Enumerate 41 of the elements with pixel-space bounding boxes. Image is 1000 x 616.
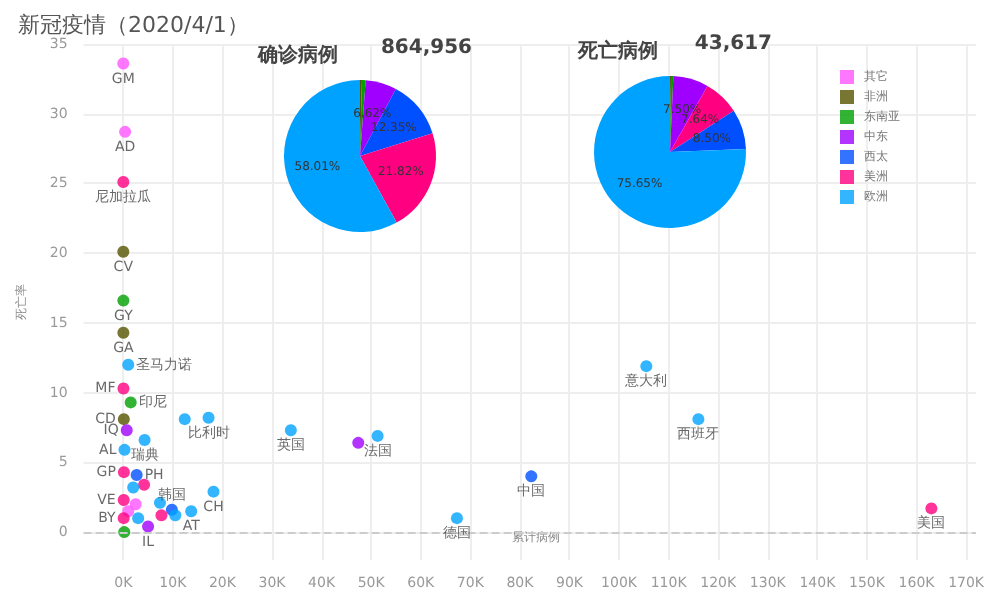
point xyxy=(925,502,938,515)
point xyxy=(117,57,130,70)
point xyxy=(118,443,131,456)
point xyxy=(127,481,140,494)
annotation: 43,617 xyxy=(694,33,773,55)
point xyxy=(124,396,137,409)
point xyxy=(117,245,130,258)
point xyxy=(117,413,130,426)
chart-title: 确诊病例 xyxy=(256,43,338,67)
point xyxy=(117,382,130,395)
point xyxy=(692,413,705,426)
point xyxy=(117,326,130,339)
point xyxy=(117,294,130,307)
point xyxy=(525,470,538,483)
point xyxy=(120,424,133,437)
point xyxy=(142,520,155,533)
chart-title: 新冠疫情（2020/4/1） xyxy=(18,12,249,38)
point xyxy=(138,478,151,491)
point xyxy=(117,466,130,479)
point xyxy=(138,434,151,447)
point xyxy=(117,176,130,189)
point xyxy=(169,509,182,522)
point xyxy=(130,468,143,481)
point xyxy=(284,424,297,437)
point xyxy=(132,512,145,525)
point xyxy=(207,485,220,498)
point xyxy=(371,429,384,442)
point xyxy=(202,411,215,424)
chart-title: 死亡病例 xyxy=(576,39,658,63)
point xyxy=(117,512,130,525)
point xyxy=(122,358,135,371)
point xyxy=(185,505,198,518)
point xyxy=(129,498,142,511)
point xyxy=(117,494,130,507)
point xyxy=(119,125,132,138)
point xyxy=(450,512,463,525)
annotation: 864,956 xyxy=(380,37,473,59)
point xyxy=(155,509,168,522)
point xyxy=(352,436,365,449)
point xyxy=(178,413,191,426)
point xyxy=(640,360,653,373)
